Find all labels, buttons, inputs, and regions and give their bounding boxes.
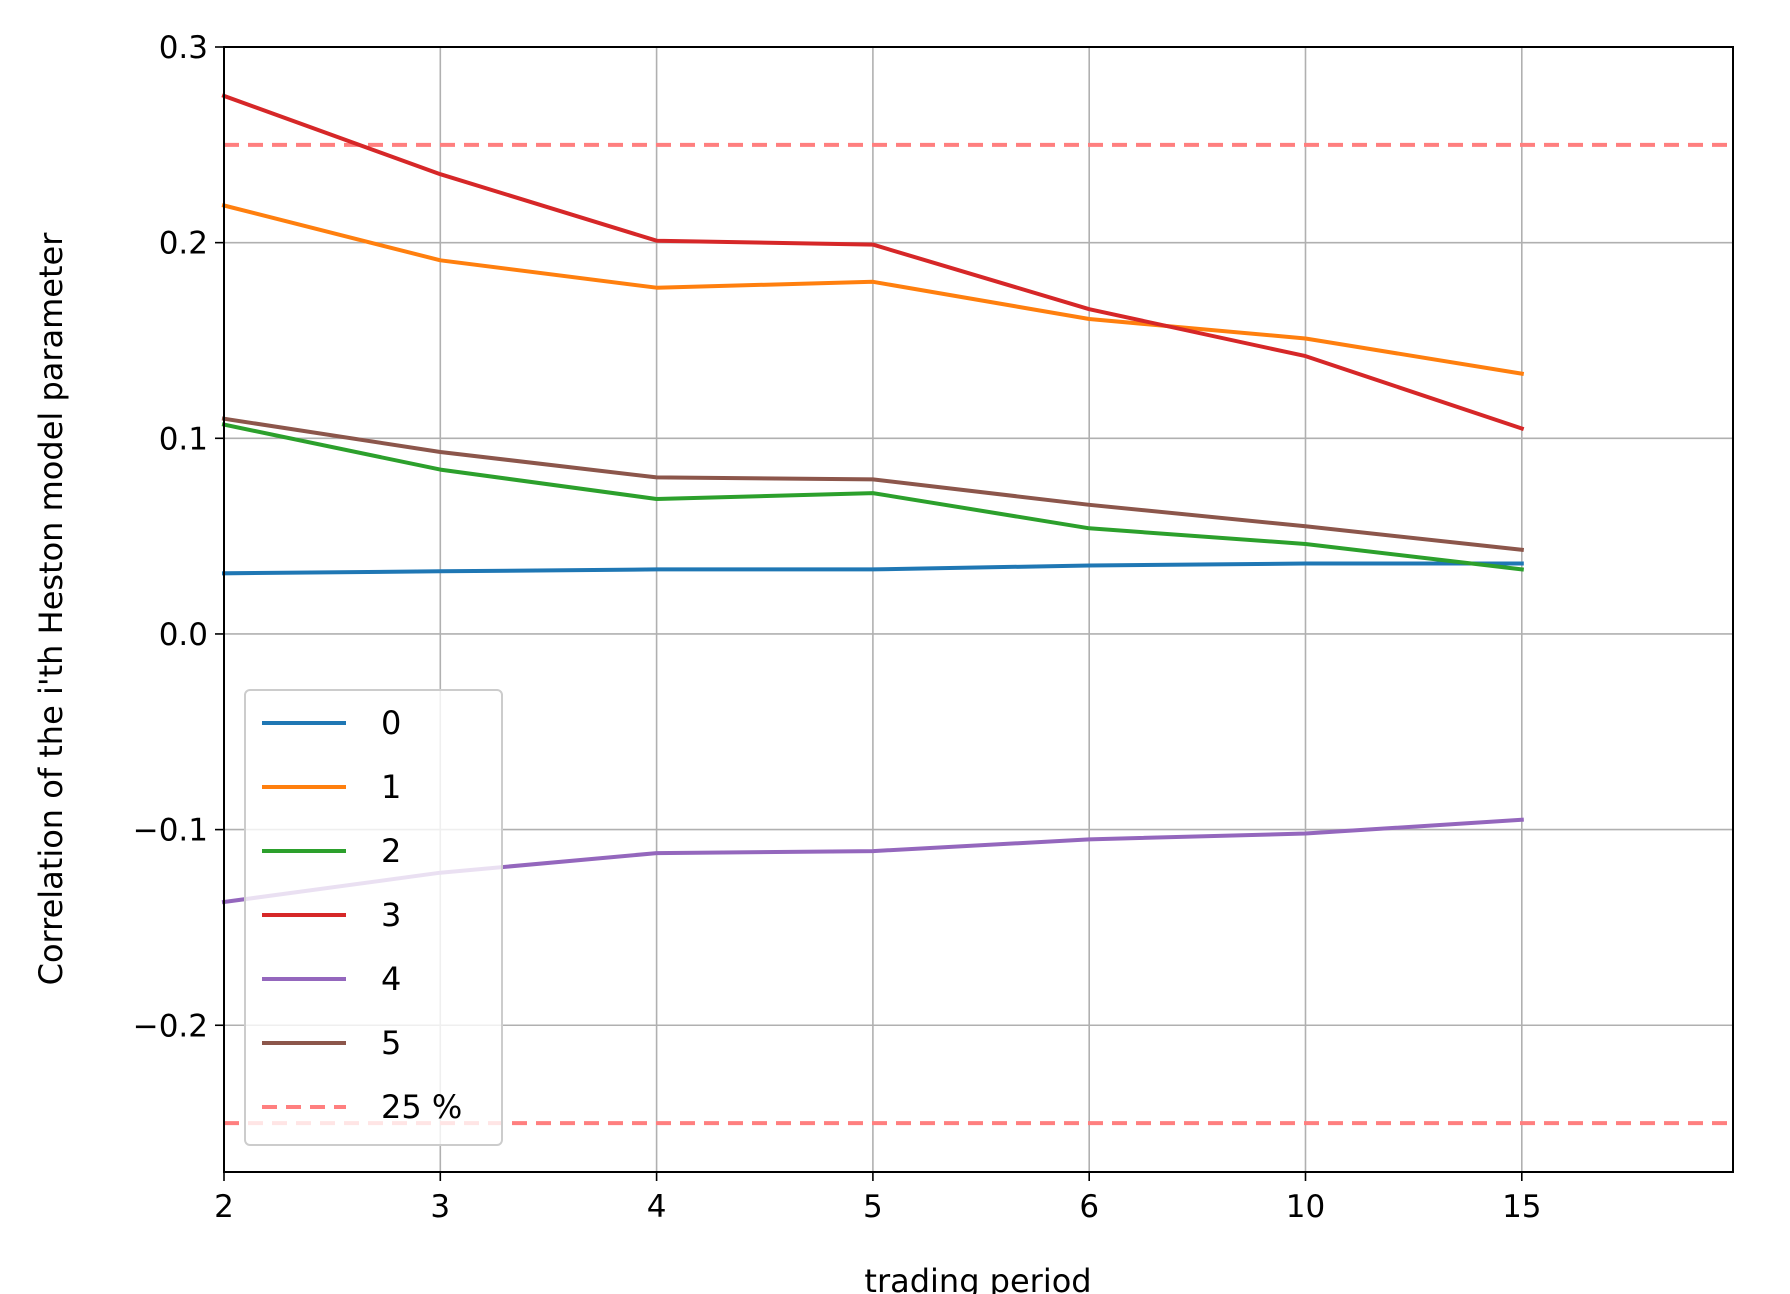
legend-label: 4 — [381, 960, 401, 998]
x-tick-label: 15 — [1502, 1189, 1541, 1225]
legend-label: 25 % — [381, 1088, 462, 1126]
y-axis: −0.2 −0.1 0.0 0.1 0.2 0.3 — [133, 30, 224, 1044]
series-line-2 — [221, 422, 1525, 572]
y-tick-label: 0.1 — [159, 421, 208, 457]
x-tick-label: 6 — [1079, 1189, 1099, 1225]
series-line-5 — [221, 416, 1525, 553]
legend-label: 5 — [381, 1024, 401, 1062]
y-tick-label: 0.2 — [159, 226, 208, 262]
legend-label: 2 — [381, 832, 401, 870]
legend-label: 0 — [381, 704, 401, 742]
y-tick-label: 0.3 — [159, 30, 208, 66]
legend: 0 1 2 3 4 5 25 % — [244, 689, 503, 1146]
legend-label: 1 — [381, 768, 401, 806]
x-tick-label: 10 — [1286, 1189, 1325, 1225]
legend-box — [244, 689, 503, 1146]
y-tick-label: 0.0 — [159, 617, 208, 653]
x-tick-label: 3 — [430, 1189, 450, 1225]
x-tick-label: 5 — [863, 1189, 883, 1225]
y-axis-label: Correlation of the i'th Heston model par… — [32, 232, 70, 986]
x-axis-label: trading period — [864, 1262, 1091, 1294]
series-lines — [221, 93, 1525, 905]
y-tick-label: −0.1 — [133, 813, 208, 849]
x-tick-label: 2 — [214, 1189, 234, 1225]
x-axis: 2 3 4 5 6 10 15 — [214, 1172, 1542, 1225]
series-line-3 — [221, 93, 1525, 432]
x-tick-label: 4 — [647, 1189, 667, 1225]
series-line-0 — [221, 561, 1524, 576]
plot-frame — [223, 46, 1734, 1173]
series-line-1 — [221, 203, 1525, 376]
y-tick-label: −0.2 — [133, 1008, 208, 1044]
legend-label: 3 — [381, 896, 401, 934]
